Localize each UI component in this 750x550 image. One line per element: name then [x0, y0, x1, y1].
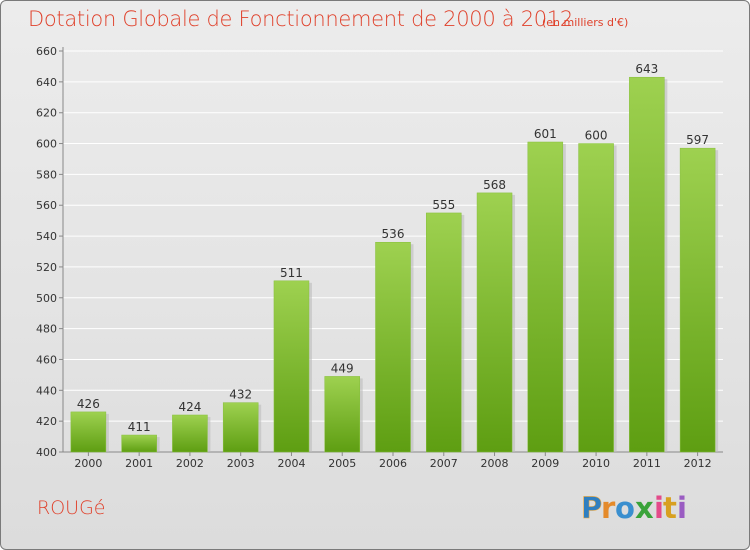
y-tick-label: 560 [36, 199, 57, 212]
x-tick-label: 2000 [74, 457, 102, 470]
y-tick-label: 640 [36, 76, 57, 89]
data-label: 643 [635, 62, 658, 76]
y-tick-label: 440 [36, 384, 57, 397]
x-tick-label: 2005 [328, 457, 356, 470]
svg-text:x: x [635, 491, 654, 525]
bar-2001 [121, 434, 157, 453]
x-tick-label: 2007 [430, 457, 458, 470]
data-label: 424 [178, 400, 201, 414]
data-label: 555 [432, 198, 455, 212]
bar-2004 [273, 280, 310, 453]
bar-2002 [172, 414, 208, 453]
x-tick-label: 2001 [125, 457, 153, 470]
y-tick-label: 520 [36, 261, 57, 274]
labels: 400 420 440 460 480 500 520 540 560 580 600 620 640 6… [36, 45, 712, 470]
svg-text:i: i [677, 491, 687, 525]
x-tick-label: 2009 [531, 457, 559, 470]
x-tick-label: 2010 [582, 457, 610, 470]
y-tick-label: 500 [36, 292, 57, 305]
bar-2006 [375, 241, 411, 453]
x-tick-label: 2004 [277, 457, 305, 470]
bar-chart: 400 420 440 460 480 500 520 540 560 580 600 620 640 6… [36, 45, 723, 470]
data-label: 601 [534, 127, 557, 141]
x-tick-label: 2006 [379, 457, 407, 470]
data-label: 536 [382, 227, 405, 241]
commune-name: ROUGé [37, 497, 106, 519]
y-tick-label: 600 [36, 138, 57, 151]
bars [70, 76, 719, 453]
data-label: 432 [229, 388, 252, 402]
x-tick-label: 2003 [227, 457, 255, 470]
x-tick-label: 2011 [633, 457, 661, 470]
chart-subtitle: (en milliers d'€) [542, 16, 629, 29]
data-label: 600 [585, 129, 608, 143]
y-tick-label: 540 [36, 230, 57, 243]
logo-graphic: P r o x i t i [581, 491, 687, 526]
x-tick-label: 2002 [176, 457, 204, 470]
y-tick-label: 460 [36, 353, 57, 366]
y-tick-label: 420 [36, 415, 57, 428]
svg-text:r: r [601, 491, 616, 525]
y-tick-label: 660 [36, 45, 57, 58]
data-label: 449 [331, 361, 354, 375]
data-label: 411 [128, 420, 151, 434]
bar-2009 [527, 141, 564, 453]
svg-text:P: P [581, 491, 602, 525]
y-tick-label: 480 [36, 323, 57, 336]
bar-2008 [476, 192, 513, 453]
y-tick-label: 580 [36, 168, 57, 181]
bar-2010 [578, 143, 614, 453]
x-tick-label: 2012 [684, 457, 712, 470]
data-label: 568 [483, 178, 506, 192]
svg-text:t: t [663, 491, 677, 525]
bar-2011 [629, 76, 665, 453]
data-label: 597 [686, 133, 709, 147]
y-tick-label: 400 [36, 446, 57, 459]
bar-2012 [679, 147, 716, 453]
bar-2003 [222, 402, 259, 453]
proxiti-logo[interactable]: P r o x i t i [581, 487, 701, 531]
x-tick-label: 2008 [481, 457, 509, 470]
bar-2007 [426, 212, 462, 453]
chart-title: Dotation Globale de Fonctionnement de 20… [28, 7, 573, 31]
data-label: 426 [77, 397, 100, 411]
bar-2000 [70, 411, 107, 453]
svg-text:i: i [654, 491, 664, 525]
data-label: 511 [280, 266, 303, 280]
bar-2005 [324, 376, 360, 453]
y-tick-label: 620 [36, 107, 57, 120]
svg-text:o: o [615, 491, 635, 525]
